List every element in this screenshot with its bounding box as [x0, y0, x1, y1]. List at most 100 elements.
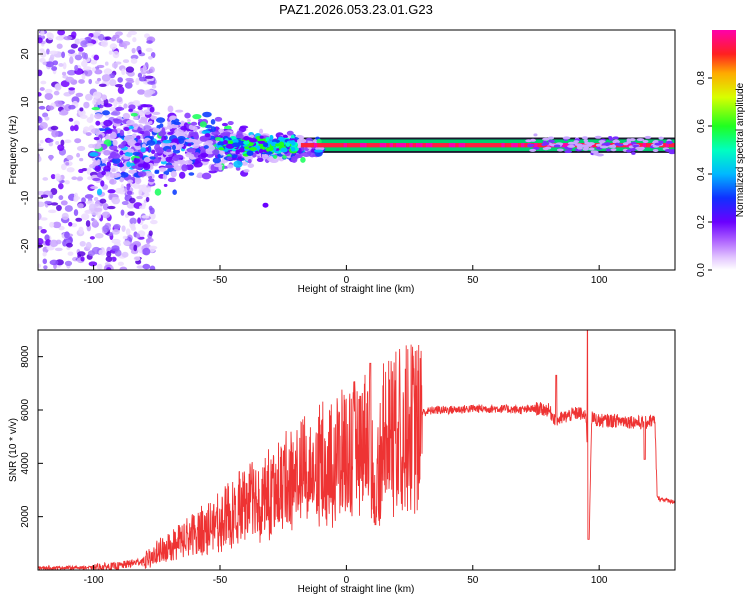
colorbar-tick-label: 0.6: [696, 119, 707, 133]
spectral-blob: [74, 138, 82, 144]
spectral-blob: [179, 159, 186, 164]
spectral-peak: [458, 143, 463, 148]
colorbar-gradient: [712, 30, 736, 270]
y-tick-label: 6000: [20, 398, 31, 421]
spectral-blob: [77, 46, 84, 53]
spectral-blob: [246, 150, 254, 156]
spectral-peak: [639, 143, 644, 148]
spectral-blob: [112, 34, 120, 39]
spectral-blob: [129, 217, 137, 225]
spectral-blob: [109, 79, 117, 87]
spectral-blob: [610, 148, 617, 152]
spectral-blob: [78, 168, 84, 174]
spectral-blob: [121, 251, 129, 258]
spectral-blob: [121, 201, 129, 206]
spectral-blob: [106, 267, 112, 270]
spectral-blob: [42, 258, 48, 265]
spectral-blob: [92, 177, 101, 181]
spectral-blob: [188, 153, 195, 160]
spectral-peak: [599, 143, 604, 148]
spectral-blob: [103, 149, 111, 156]
spectral-blob: [47, 138, 54, 143]
spectral-blob: [58, 195, 64, 201]
spectral-blob: [148, 120, 153, 125]
spectral-blob: [86, 43, 94, 47]
spectral-peak: [396, 143, 401, 148]
spectral-peak: [665, 143, 670, 148]
spectral-blob: [47, 209, 57, 214]
spectral-blob: [279, 137, 286, 142]
spectral-blob: [626, 138, 631, 142]
spectral-blob: [64, 260, 73, 266]
spectral-blob: [144, 162, 149, 169]
spectral-blob: [564, 150, 572, 154]
spectral-blob: [96, 77, 102, 82]
spectral-blob: [83, 101, 90, 109]
spectral-blob: [122, 112, 131, 120]
spectral-blob: [167, 105, 174, 113]
spectral-blob: [88, 261, 98, 267]
spectral-blob: [562, 136, 571, 140]
colorbar-tick-label: 0.2: [696, 215, 707, 229]
spectral-blob: [145, 47, 153, 52]
spectral-blob: [38, 37, 43, 44]
spectral-blob: [38, 225, 43, 230]
spectral-blob: [81, 73, 86, 80]
spectral-blob: [231, 154, 238, 159]
spectral-blob: [104, 157, 109, 162]
spectral-blob: [171, 144, 177, 151]
x-tick-label: 0: [344, 275, 350, 286]
spectral-blob: [636, 138, 645, 142]
spectral-blob: [218, 128, 225, 133]
spectral-blob: [567, 141, 576, 145]
snr-panel: -100 -50 0 50 100 2000 4000 6000 8000 Height of…: [8, 329, 676, 595]
spectral-blob: [243, 140, 250, 145]
spectral-blob: [112, 139, 118, 146]
spectral-blob: [46, 48, 50, 55]
colorbar-ticks: 0.0 0.2 0.4 0.6 0.8: [696, 71, 712, 277]
spectral-blob: [652, 148, 659, 152]
spectral-blob: [68, 87, 76, 91]
spectral-peak: [478, 143, 483, 148]
spectral-blob: [80, 40, 89, 48]
spectral-blob: [117, 261, 125, 266]
spectral-blob: [612, 140, 617, 144]
spectral-blob: [85, 220, 91, 227]
spectral-peak: [327, 143, 332, 148]
spectral-blob: [63, 35, 73, 41]
spectral-blob: [78, 79, 85, 84]
spectral-blob: [71, 176, 78, 180]
spectral-blob: [94, 66, 100, 70]
spectral-peak: [350, 143, 355, 148]
spectral-blob: [203, 145, 209, 149]
x-tick-label: 50: [467, 575, 479, 586]
spectral-blob: [117, 77, 123, 83]
spectral-peak: [642, 143, 647, 148]
spectral-blob: [162, 139, 172, 144]
spectral-blob: [111, 153, 121, 159]
spectral-blob: [73, 197, 79, 202]
spectral-peak: [593, 143, 598, 148]
spectral-blob: [150, 219, 158, 225]
spectral-blob: [148, 205, 153, 211]
spectral-peak: [389, 143, 394, 148]
spectral-blob: [138, 188, 142, 196]
spectral-blob: [133, 244, 138, 252]
spectral-peak: [461, 143, 466, 148]
spectral-blob: [137, 217, 141, 224]
spectral-blob: [128, 104, 136, 110]
spectral-blob: [93, 197, 99, 201]
spectral-blob: [51, 66, 58, 71]
y-tick-label: 2000: [20, 505, 31, 528]
spectral-blob: [121, 68, 126, 76]
spectral-blob: [42, 61, 47, 66]
spectral-peak: [448, 143, 453, 148]
spectral-blob: [142, 263, 151, 270]
spectral-blob: [233, 160, 243, 168]
spectral-peak: [629, 143, 634, 148]
spectral-blob: [106, 250, 112, 258]
spectral-peak: [317, 143, 322, 148]
spectral-peak: [452, 143, 457, 148]
spectral-peak: [320, 143, 325, 148]
spectral-peak: [323, 143, 328, 148]
